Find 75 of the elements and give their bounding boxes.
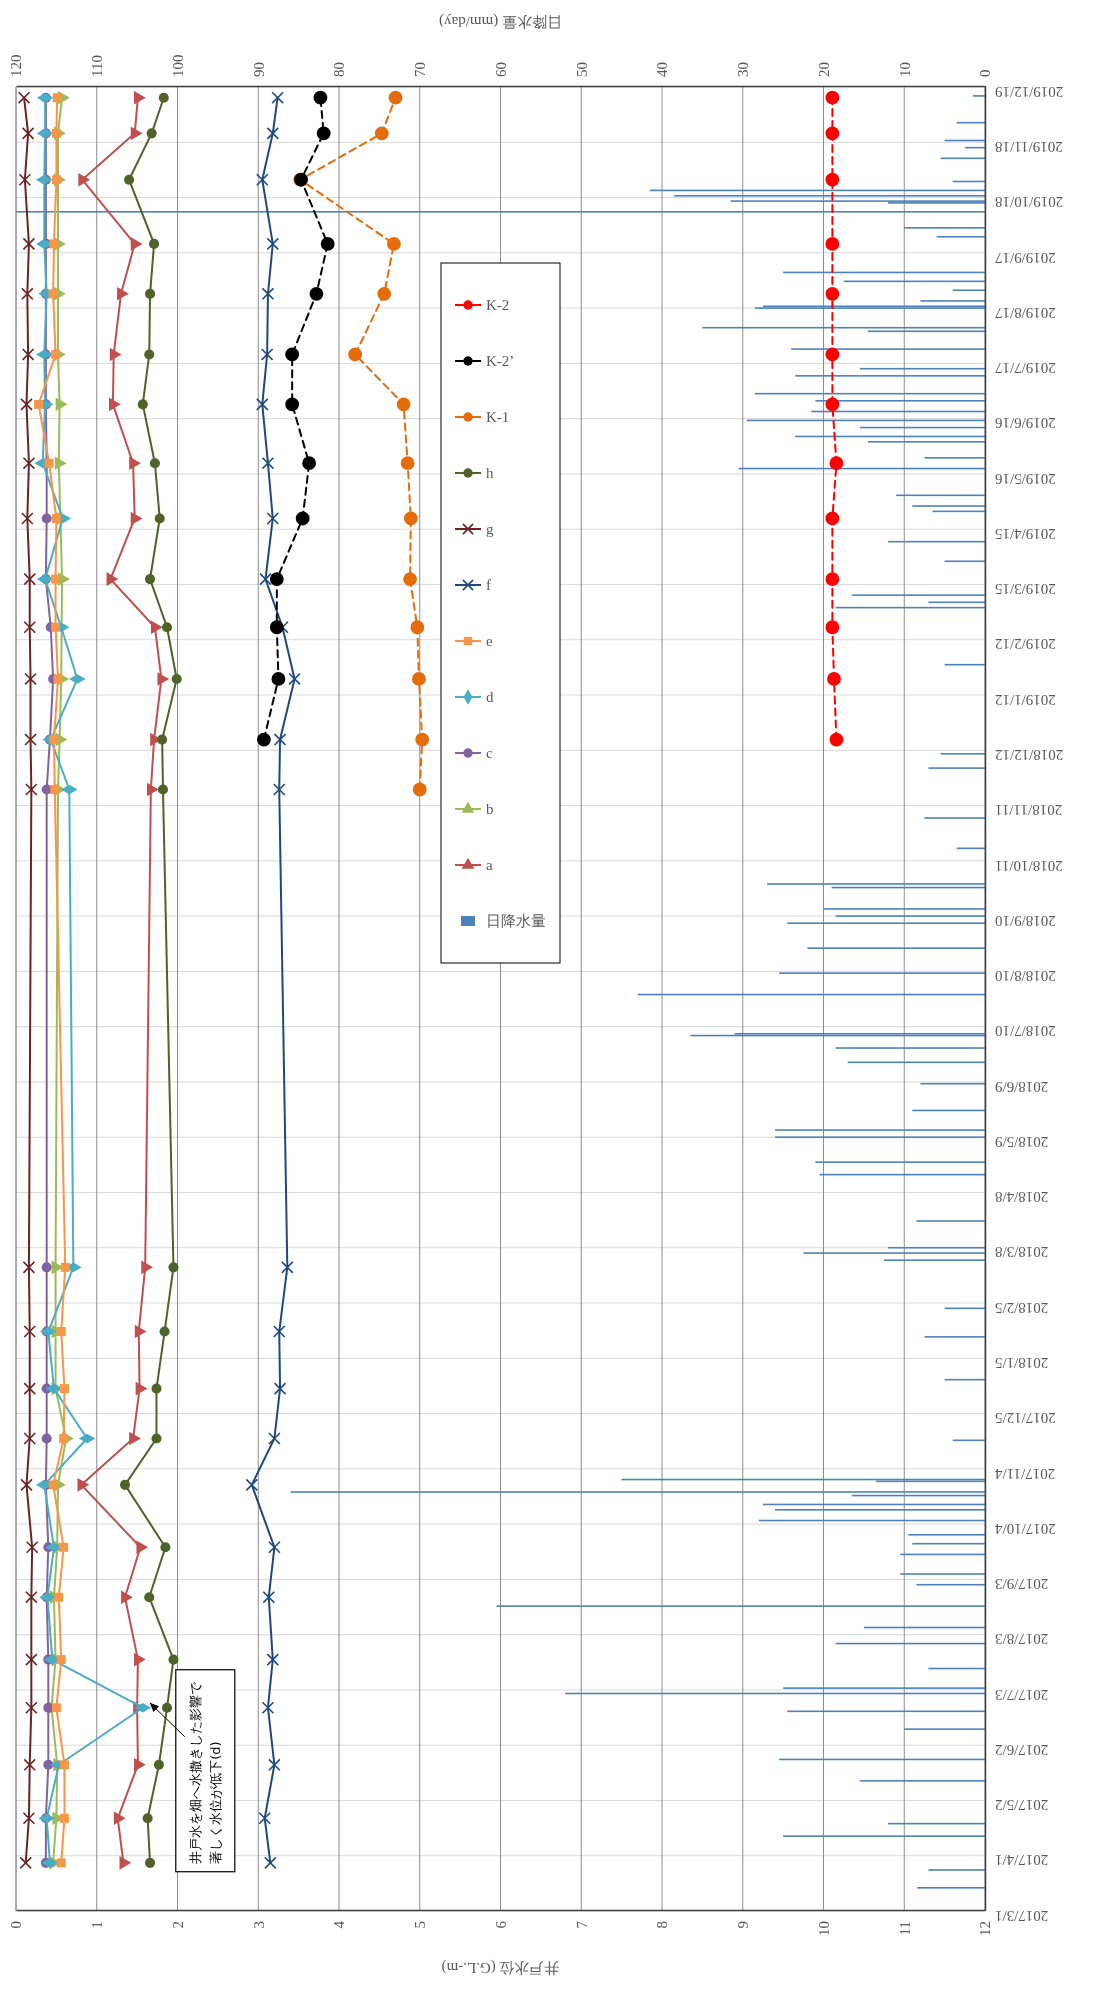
- legend-label: e: [486, 633, 493, 650]
- y-tick-label: 2019/9/17: [994, 249, 1056, 266]
- x-tick-label: 8: [654, 1921, 671, 1929]
- y-tick-label: 2019/5/16: [994, 470, 1056, 487]
- legend-label: c: [486, 745, 493, 762]
- y-tick-label: 2018/2/5: [995, 1299, 1049, 1316]
- y-tick-label: 2017/8/3: [995, 1631, 1049, 1648]
- y-tick-label: 2019/3/15: [995, 581, 1056, 598]
- y-tick-label: 2018/12/12: [995, 746, 1064, 763]
- y-tick-label: 2019/2/12: [995, 636, 1056, 653]
- x-tick-label: 5: [412, 1921, 429, 1929]
- y-tick-label: 2017/11/4: [994, 1465, 1056, 1482]
- x-tick-label: 9: [735, 1921, 752, 1929]
- x2-tick-label: 10: [896, 62, 913, 77]
- x-tick-label: 2: [169, 1921, 186, 1929]
- x2-tick-label: 50: [573, 62, 590, 77]
- x-tick-label: 0: [8, 1921, 25, 1929]
- legend-label: f: [486, 577, 491, 594]
- y-tick-label: 2018/1/5: [995, 1354, 1049, 1371]
- legend-label: 日降水量: [486, 913, 546, 930]
- x2-tick-label: 80: [331, 62, 348, 77]
- y-tick-label: 2017/4/1: [995, 1852, 1049, 1869]
- y-tick-label: 2017/9/3: [995, 1576, 1049, 1593]
- x2-tick-label: 110: [89, 55, 106, 77]
- x-tick-label: 10: [815, 1921, 832, 1936]
- legend-label: K-1: [486, 409, 510, 426]
- y-tick-label: 2018/4/8: [995, 1189, 1049, 1206]
- y-tick-label: 2018/8/10: [995, 968, 1056, 985]
- x-tick-label: 7: [573, 1920, 590, 1929]
- x2-tick-label: 70: [412, 62, 429, 77]
- legend-label: h: [486, 465, 494, 482]
- x-tick-label: 4: [331, 1920, 348, 1929]
- y-tick-label: 2018/7/10: [995, 1023, 1056, 1040]
- y-tick-label: 2017/7/3: [995, 1686, 1049, 1703]
- y-tick-label: 2019/11/18: [995, 138, 1063, 155]
- x-tick-label: 12: [977, 1921, 994, 1936]
- legend-label: b: [486, 801, 494, 818]
- y-tick-label: 2019/1/12: [995, 691, 1056, 708]
- x2-tick-label: 0: [977, 69, 994, 77]
- y-tick-label: 2019/7/17: [994, 360, 1056, 377]
- legend-label: K-2’: [486, 353, 515, 370]
- legend-label: g: [486, 521, 494, 538]
- x2-tick-label: 90: [250, 62, 267, 77]
- x2-axis-title: 日降水量 (mm/day): [439, 13, 562, 30]
- x2-tick-label: 20: [815, 62, 832, 77]
- y-tick-label: 2018/3/8: [995, 1244, 1049, 1261]
- y-tick-label: 2018/10/11: [995, 857, 1063, 874]
- legend-label: K-2: [486, 297, 510, 314]
- annotation: 井戸水を畑へ水撒きした影響で著しく水位が低下(d): [187, 1680, 223, 1864]
- x-tick-label: 1: [89, 1921, 106, 1929]
- legend-label: a: [486, 857, 493, 874]
- y-tick-label: 2019/12/19: [995, 83, 1064, 100]
- x2-tick-label: 30: [735, 62, 752, 77]
- y-tick-label: 2019/6/16: [994, 415, 1056, 432]
- y-tick-label: 2017/10/4: [994, 1520, 1056, 1537]
- y-tick-label: 2019/4/15: [995, 525, 1056, 542]
- y-tick-label: 2017/3/1: [995, 1907, 1049, 1924]
- legend-label: d: [486, 689, 494, 706]
- x-tick-label: 6: [492, 1920, 509, 1929]
- y-tick-label: 2017/5/2: [995, 1797, 1049, 1814]
- y-tick-label: 2018/5/9: [995, 1133, 1049, 1150]
- x2-tick-label: 40: [654, 62, 671, 77]
- x-axis-title: 井戸水位 (G.L.-m): [441, 1959, 560, 1976]
- x2-tick-label: 120: [8, 54, 25, 77]
- y-tick-label: 2019/8/17: [994, 304, 1056, 321]
- x-tick-label: 3: [250, 1921, 267, 1929]
- y-tick-label: 2018/9/10: [995, 912, 1056, 929]
- y-tick-label: 2018/11/11: [995, 802, 1063, 819]
- y-tick-label: 2017/6/2: [995, 1741, 1049, 1758]
- y-tick-label: 2017/12/5: [995, 1410, 1056, 1427]
- x2-tick-label: 60: [492, 62, 509, 77]
- y-tick-label: 2018/6/9: [995, 1078, 1049, 1095]
- x-tick-label: 11: [896, 1921, 913, 1936]
- y-tick-label: 2019/10/18: [995, 194, 1064, 211]
- x2-tick-label: 100: [169, 54, 186, 77]
